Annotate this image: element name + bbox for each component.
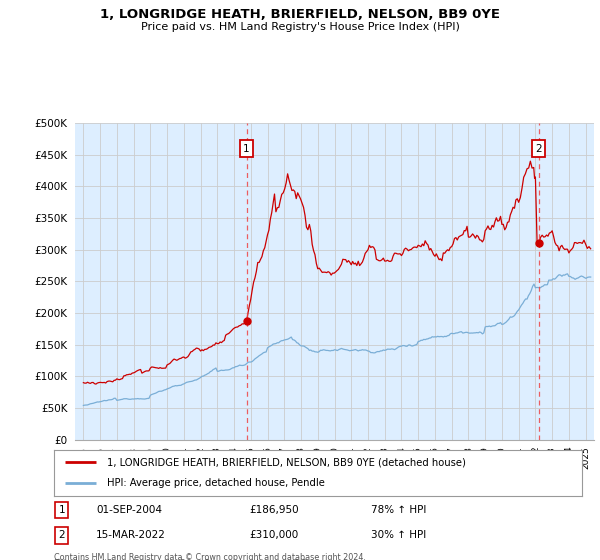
Text: 1, LONGRIDGE HEATH, BRIERFIELD, NELSON, BB9 0YE (detached house): 1, LONGRIDGE HEATH, BRIERFIELD, NELSON, … [107, 457, 466, 467]
Text: Contains HM Land Registry data © Crown copyright and database right 2024.: Contains HM Land Registry data © Crown c… [54, 553, 366, 560]
Text: 2: 2 [536, 143, 542, 153]
Text: Price paid vs. HM Land Registry's House Price Index (HPI): Price paid vs. HM Land Registry's House … [140, 22, 460, 32]
Text: 01-SEP-2004: 01-SEP-2004 [96, 505, 162, 515]
Text: 30% ↑ HPI: 30% ↑ HPI [371, 530, 426, 540]
Text: 2: 2 [59, 530, 65, 540]
Text: HPI: Average price, detached house, Pendle: HPI: Average price, detached house, Pend… [107, 478, 325, 488]
Text: This data is licensed under the Open Government Licence v3.0.: This data is licensed under the Open Gov… [54, 559, 310, 560]
Text: £186,950: £186,950 [250, 505, 299, 515]
Text: 1, LONGRIDGE HEATH, BRIERFIELD, NELSON, BB9 0YE: 1, LONGRIDGE HEATH, BRIERFIELD, NELSON, … [100, 8, 500, 21]
Text: 78% ↑ HPI: 78% ↑ HPI [371, 505, 426, 515]
Text: 1: 1 [243, 143, 250, 153]
Text: 15-MAR-2022: 15-MAR-2022 [96, 530, 166, 540]
Text: 1: 1 [59, 505, 65, 515]
Text: £310,000: £310,000 [250, 530, 299, 540]
